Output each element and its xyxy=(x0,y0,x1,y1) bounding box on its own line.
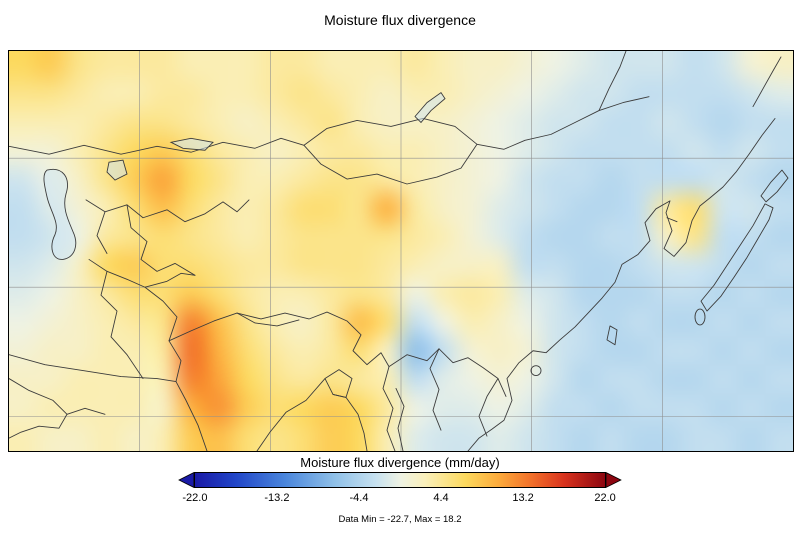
colorbar: -22.0 -13.2 -4.4 4.4 13.2 22.0 xyxy=(178,472,622,504)
country-borders xyxy=(9,51,789,451)
japan-hokkaido xyxy=(760,169,789,203)
lakes xyxy=(43,92,446,260)
colorbar-tick-label: -13.2 xyxy=(264,492,290,504)
colorbar-tick-label: 4.4 xyxy=(433,492,449,504)
colorbar-tick-label: 22.0 xyxy=(594,492,616,504)
figure-title: Moisture flux divergence xyxy=(324,12,476,28)
colorbar-gradient: -22.0 -13.2 -4.4 4.4 13.2 22.0 xyxy=(182,472,616,504)
coastline-myanmar xyxy=(395,388,405,451)
graticule-lines xyxy=(9,51,793,451)
bangladesh-border xyxy=(324,369,353,398)
colorbar-tick-label: -4.4 xyxy=(349,492,369,504)
data-range-note: Data Min = -22.7, Max = 18.2 xyxy=(338,514,462,525)
colorbar-tick-labels: -22.0 -13.2 -4.4 4.4 13.2 22.0 xyxy=(182,492,615,506)
colorbar-tick-label: 13.2 xyxy=(512,492,534,504)
map-panel xyxy=(8,50,794,452)
map-overlay xyxy=(9,51,793,451)
japan-honshu xyxy=(700,203,774,312)
colorbar-title: Moisture flux divergence (mm/day) xyxy=(300,455,500,470)
coastline-china-korea xyxy=(467,118,776,451)
aral-sea xyxy=(106,159,128,181)
caspian-sea xyxy=(43,168,77,260)
coastline-arabian-india-west xyxy=(9,354,208,451)
taiwan xyxy=(606,325,618,346)
japan-kyushu xyxy=(694,308,706,326)
colorbar-left-arrow xyxy=(178,472,194,488)
hainan xyxy=(530,365,542,377)
coastline-india-east xyxy=(256,378,326,451)
colorbar-tick-label: -22.0 xyxy=(182,492,208,504)
lake-balkhash xyxy=(169,137,214,151)
colorbar-right-arrow xyxy=(606,472,622,488)
lake-baikal xyxy=(414,92,446,124)
